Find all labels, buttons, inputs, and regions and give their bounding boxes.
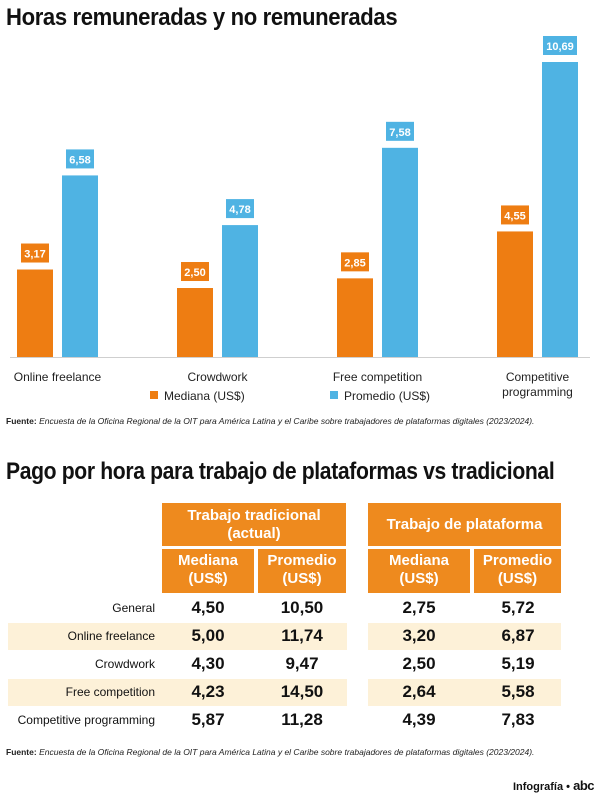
bar-mean — [222, 225, 258, 357]
data-label: 7,58 — [389, 127, 410, 139]
data-label-box — [543, 36, 577, 55]
table-cell: 4,23 — [191, 682, 225, 701]
source-note-chart: Fuente: Encuesta de la Oficina Regional … — [6, 416, 534, 426]
data-label-box — [21, 243, 49, 263]
table-title: Pago por hora para trabajo de plataforma… — [6, 458, 555, 485]
bar-median — [497, 231, 533, 357]
table-cell: 5,19 — [501, 654, 535, 673]
table-cell: 11,28 — [281, 710, 323, 729]
credit-label: Infografía — [512, 781, 564, 793]
data-label-box — [341, 252, 369, 272]
table-cell: 2,64 — [402, 682, 436, 701]
table-cell: 4,30 — [191, 654, 225, 673]
col-header-trad-median: Mediana (US$) — [162, 549, 254, 593]
row-label: Free competition — [65, 685, 155, 699]
data-label: 2,50 — [184, 267, 205, 279]
source-label: Fuente: — [6, 416, 37, 426]
bar-mean — [62, 175, 98, 357]
data-label-box — [181, 262, 209, 282]
data-label-box — [226, 199, 254, 219]
data-label: 2,85 — [344, 257, 365, 269]
source-note-table: Fuente: Encuesta de la Oficina Regional … — [6, 747, 534, 757]
data-label-box — [66, 149, 94, 169]
legend-label: Mediana (US$) — [164, 389, 245, 403]
row-label: Online freelance — [67, 629, 155, 643]
table-cell: 11,74 — [281, 626, 323, 645]
table-cell: 14,50 — [280, 682, 324, 701]
source-text: Encuesta de la Oficina Regional de la OI… — [39, 747, 535, 757]
abc-logo: abc — [573, 778, 594, 793]
row-shading — [368, 679, 561, 706]
data-label-box — [501, 205, 529, 225]
row-label: Competitive programming — [17, 713, 155, 727]
data-label-box — [386, 121, 414, 141]
table-cell: 4,50 — [191, 598, 225, 617]
group-header-platform: Trabajo de plataforma — [368, 503, 561, 546]
bar-median — [17, 269, 53, 357]
table-cell: 2,50 — [402, 654, 436, 673]
data-label: 10,69 — [546, 41, 574, 53]
col-header-plat-mean: Promedio (US$) — [474, 549, 561, 593]
row-shading — [8, 623, 347, 650]
category-label: Competitive — [506, 370, 570, 384]
source-text: Encuesta de la Oficina Regional de la OI… — [39, 416, 535, 426]
category-label: Crowdwork — [187, 370, 248, 384]
legend-swatch — [150, 391, 158, 399]
category-label: programming — [502, 385, 573, 399]
table-cell: 3,20 — [402, 626, 436, 645]
col-header-plat-median: Mediana (US$) — [368, 549, 470, 593]
bar-mean — [542, 62, 578, 357]
table-cell: 5,87 — [191, 710, 225, 729]
credit: Infografía • abc — [512, 778, 595, 793]
bar-chart: 3,17 6,58 Online freelance 2,50 4,78 Crowdwor… — [10, 36, 590, 403]
col-header-trad-mean: Promedio (US$) — [258, 549, 346, 593]
table-cell: 4,39 — [402, 710, 436, 729]
data-label: 6,58 — [69, 154, 90, 166]
credit-separator: • — [566, 781, 571, 793]
table-cell: 5,72 — [501, 598, 535, 617]
legend-swatch — [330, 391, 338, 399]
source-label: Fuente: — [6, 747, 37, 757]
table-cell: 2,75 — [402, 598, 436, 617]
data-label: 4,55 — [504, 210, 525, 222]
bar-median — [337, 278, 373, 357]
bar-median — [177, 288, 213, 357]
table-cell: 6,87 — [501, 626, 535, 645]
table-cell: 5,58 — [501, 682, 535, 701]
table-cell: 10,50 — [280, 598, 324, 617]
table-cell: 7,83 — [501, 710, 535, 729]
data-label: 4,78 — [229, 204, 250, 216]
row-label: General — [112, 601, 155, 615]
bar-mean — [382, 147, 418, 357]
group-header-traditional: Trabajo tradicional (actual) — [162, 503, 346, 546]
row-shading — [368, 623, 561, 650]
table-cell: 9,47 — [285, 654, 319, 673]
chart-title: Horas remuneradas y no remuneradas — [6, 4, 398, 31]
row-label: Crowdwork — [94, 657, 155, 671]
table-cell: 5,00 — [191, 626, 225, 645]
data-label: 3,17 — [24, 249, 45, 261]
row-shading — [8, 679, 347, 706]
category-label: Free competition — [333, 370, 422, 384]
legend-label: Promedio (US$) — [344, 389, 430, 403]
category-label: Online freelance — [14, 370, 102, 384]
